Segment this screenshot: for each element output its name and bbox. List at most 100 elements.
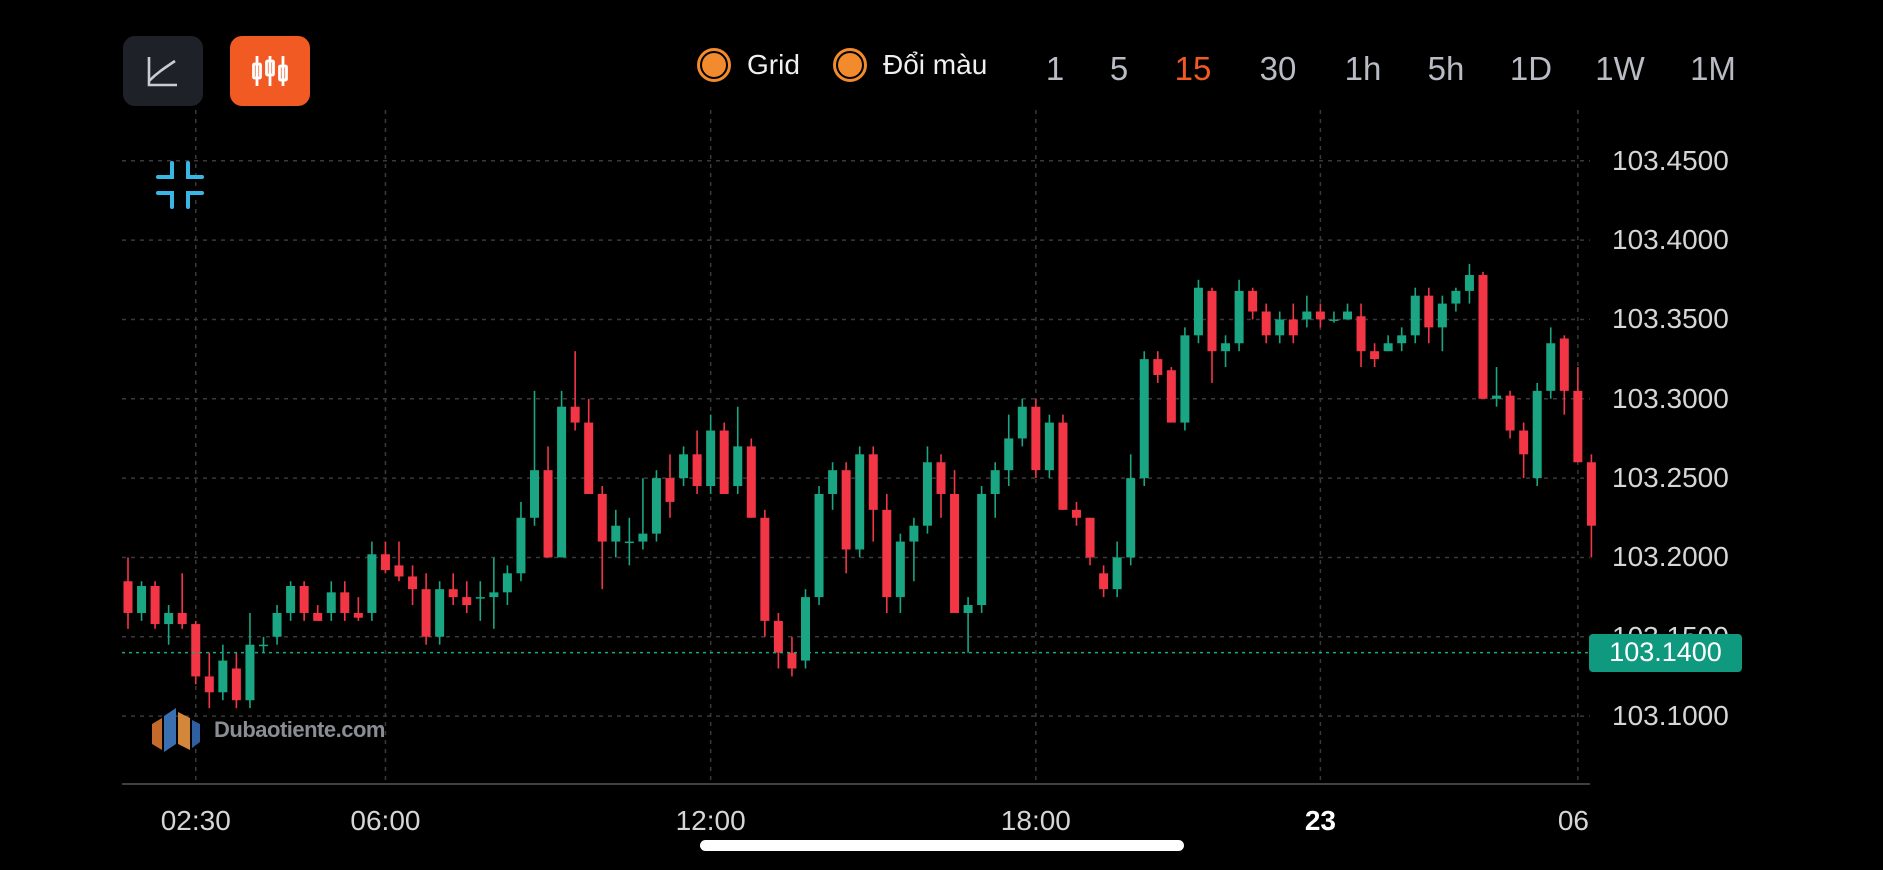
collapse-fullscreen-button[interactable] — [150, 155, 210, 215]
candle — [1315, 303, 1325, 328]
candle — [1559, 335, 1569, 415]
collapse-icon — [156, 161, 204, 209]
candle — [787, 636, 797, 677]
timeframe-5h[interactable]: 5h — [1427, 50, 1465, 87]
candle-body — [1437, 303, 1447, 328]
candle — [1126, 454, 1136, 566]
timeframe-15[interactable]: 15 — [1174, 50, 1212, 87]
x-tick-label: 23 — [1304, 805, 1336, 836]
candle — [394, 541, 404, 582]
candle — [421, 573, 431, 645]
candle — [977, 486, 987, 613]
candle — [1505, 390, 1515, 439]
candle-body — [259, 644, 268, 647]
candle — [828, 462, 838, 510]
candle — [177, 573, 187, 629]
x-tick-label: 06:00 — [350, 805, 421, 836]
candle-body — [665, 478, 675, 502]
candle-body — [1424, 295, 1434, 328]
candle — [760, 509, 770, 637]
candle-body — [1492, 395, 1502, 399]
candle-body — [895, 541, 905, 598]
candle-body — [1275, 319, 1285, 336]
candle — [963, 597, 973, 653]
candle — [1180, 327, 1190, 431]
candle — [895, 533, 905, 613]
candle-body — [651, 478, 661, 534]
candle-body — [150, 585, 160, 625]
candle-body — [597, 493, 607, 542]
candle-body — [1397, 335, 1407, 344]
candle — [868, 446, 878, 542]
candle-body — [1464, 275, 1474, 291]
candle-body — [1370, 351, 1380, 360]
candle-body — [990, 470, 1000, 494]
candle — [1248, 287, 1258, 320]
candle — [1356, 303, 1366, 368]
candle — [1017, 398, 1027, 447]
candle — [1343, 303, 1352, 320]
timeframe-1M[interactable]: 1M — [1690, 50, 1736, 87]
candle-body — [1329, 319, 1339, 321]
candle — [814, 486, 824, 606]
candlestick-chart[interactable] — [0, 0, 1600, 790]
y-tick-label: 103.4000 — [1612, 224, 1729, 256]
candle-body — [1519, 430, 1529, 455]
candle-body — [231, 668, 241, 701]
candlestick-icon — [252, 56, 288, 86]
candle — [1329, 311, 1339, 323]
candle — [272, 605, 282, 645]
candle-body — [828, 470, 838, 494]
candle — [1546, 327, 1556, 399]
candle — [936, 454, 946, 518]
candlestick-button[interactable] — [230, 36, 310, 106]
candle — [1451, 287, 1461, 312]
candle — [1099, 565, 1109, 598]
timeframe-5[interactable]: 5 — [1109, 50, 1129, 87]
timeframe-1D[interactable]: 1D — [1509, 50, 1553, 87]
candle — [1370, 343, 1380, 368]
candle-body — [516, 517, 526, 574]
candle — [719, 422, 729, 494]
candle — [1478, 271, 1488, 399]
candle — [611, 509, 621, 558]
candle — [543, 446, 553, 558]
y-tick-label: 103.4500 — [1612, 144, 1729, 176]
candle — [1410, 287, 1420, 344]
color-toggle-label: Đổi màu — [883, 49, 988, 80]
candle — [909, 517, 919, 582]
candle — [367, 541, 377, 621]
candle-body — [502, 573, 512, 593]
timeframe-1W[interactable]: 1W — [1595, 50, 1645, 87]
candle-body — [1126, 478, 1136, 558]
candle-body — [638, 533, 648, 542]
x-tick-label: 06: — [1557, 805, 1590, 836]
candle-body — [570, 406, 580, 423]
candle-body — [1315, 311, 1325, 320]
candle-body — [1234, 290, 1244, 344]
line-chart-button[interactable] — [123, 36, 203, 106]
home-indicator — [700, 840, 1184, 851]
candle-body — [380, 554, 390, 571]
color-toggle[interactable]: Đổi màu — [833, 48, 987, 82]
candle-body — [773, 620, 783, 653]
candle-body — [1573, 390, 1583, 463]
candle — [1492, 367, 1502, 407]
x-tick-label: 18:00 — [1000, 805, 1071, 836]
candle — [340, 581, 350, 621]
candle — [123, 557, 133, 629]
candle-body — [1085, 517, 1095, 558]
candle-body — [801, 597, 810, 661]
grid-toggle[interactable]: Grid — [697, 48, 800, 82]
candle-body — [435, 589, 445, 637]
timeframe-1[interactable]: 1 — [1045, 50, 1065, 87]
timeframe-1h[interactable]: 1h — [1344, 50, 1382, 87]
candle-body — [530, 470, 539, 518]
candle — [204, 652, 214, 709]
candle — [1058, 414, 1068, 510]
candle — [1139, 351, 1149, 487]
watermark-text: Dubaotiente.com — [214, 717, 385, 742]
candle — [313, 605, 323, 621]
candle — [855, 446, 865, 558]
timeframe-30[interactable]: 30 — [1259, 50, 1297, 87]
